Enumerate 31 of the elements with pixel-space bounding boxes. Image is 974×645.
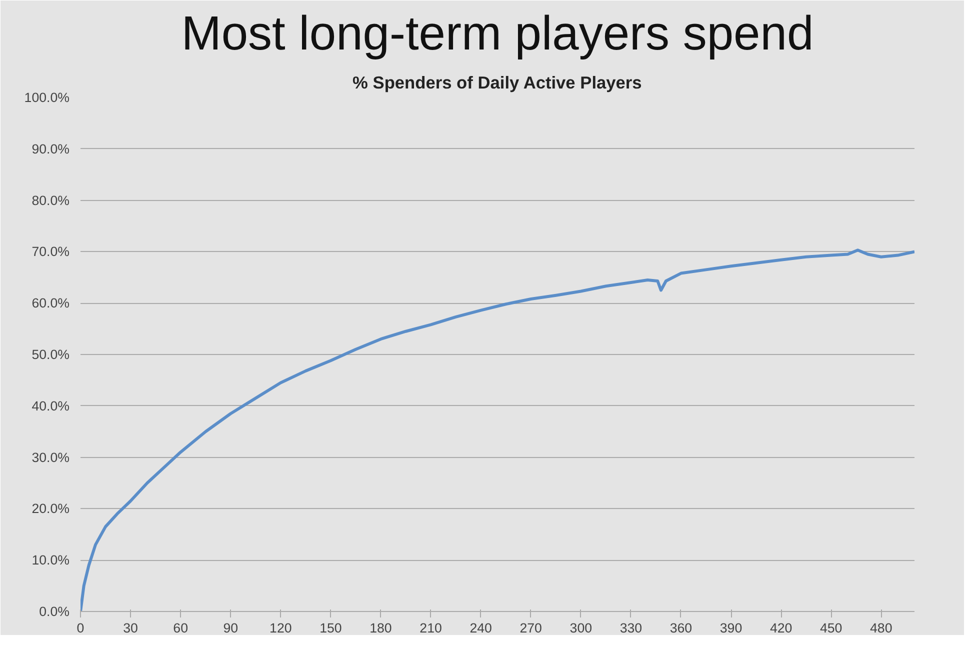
x-tick-label: 240 (470, 620, 492, 636)
y-tick-label: 0.0% (39, 604, 70, 619)
y-tick-label: 100.0% (24, 90, 70, 105)
x-tick-label: 420 (770, 620, 792, 636)
x-tick-label: 0 (76, 620, 84, 636)
y-tick-label: 70.0% (32, 244, 70, 260)
x-tick-label: 90 (223, 620, 238, 636)
x-tick-label: 60 (173, 620, 188, 636)
x-tick-label: 480 (870, 620, 892, 636)
y-tick-label: 10.0% (32, 552, 70, 568)
x-tick-label: 180 (370, 620, 392, 636)
y-tick-label: 80.0% (32, 192, 70, 208)
x-tick-label: 390 (720, 620, 742, 636)
x-tick-label: 150 (320, 620, 342, 636)
y-tick-label: 20.0% (32, 501, 70, 516)
y-tick-label: 50.0% (32, 347, 70, 362)
chart-title: Most long-term players spend (181, 8, 814, 60)
x-tick-label: 120 (270, 620, 292, 636)
chart-subtitle: % Spenders of Daily Active Players (352, 72, 642, 92)
x-tick-label: 270 (520, 620, 542, 636)
y-tick-label: 60.0% (32, 296, 70, 311)
x-tick-label: 450 (820, 620, 842, 636)
y-tick-label: 40.0% (32, 398, 70, 414)
y-tick-label: 30.0% (32, 450, 70, 465)
y-tick-label: 90.0% (32, 141, 70, 156)
x-tick-label: 360 (670, 620, 692, 636)
x-tick-label: 30 (123, 620, 138, 636)
x-tick-label: 300 (570, 620, 592, 636)
line-series (80, 248, 914, 612)
x-tick-label: 330 (620, 620, 642, 636)
x-tick-label: 210 (420, 620, 442, 636)
